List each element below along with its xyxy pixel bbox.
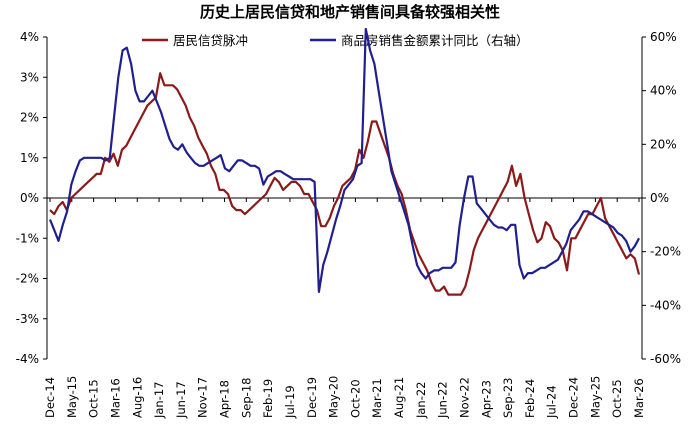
x-tick-label: Oct-20 (348, 379, 362, 418)
x-tick-label: Jun-17 (174, 381, 188, 419)
right-axis-ticks: -60% -40% -20% 0% 20% 40% 60% (642, 30, 681, 366)
x-tick-label: Feb-19 (261, 379, 275, 418)
legend: 居民信贷脉冲 商品房销售金额累计同比（右轴） (142, 33, 529, 48)
series-lines (48, 27, 641, 296)
x-tick-label: Jul-19 (283, 385, 297, 419)
x-tick-label: May-20 (327, 376, 341, 418)
right-tick-label: 20% (650, 137, 677, 151)
x-tick-label: Oct-15 (87, 379, 101, 418)
x-tick-label: Aug-16 (130, 377, 144, 418)
x-tick-label: Dec-24 (567, 377, 581, 418)
right-tick-label: 60% (650, 30, 677, 44)
x-tick-label: Sep-18 (239, 378, 253, 418)
legend-label-series-2: 商品房销售金额累计同比（右轴） (341, 33, 529, 48)
x-tick-label: Apr-23 (479, 380, 493, 418)
left-tick-label: -1% (16, 231, 39, 245)
left-tick-label: -2% (16, 272, 39, 286)
x-tick-label: Jan-22 (414, 381, 428, 419)
left-tick-label: 2% (20, 111, 39, 125)
left-tick-label: 3% (20, 70, 39, 84)
x-tick-label: Nov-22 (457, 377, 471, 418)
left-tick-label: -4% (16, 352, 39, 366)
x-tick-label: Jul-24 (545, 385, 559, 419)
right-tick-label: 0% (650, 191, 669, 205)
right-tick-label: -20% (650, 245, 681, 259)
x-tick-label: Dec-14 (43, 377, 57, 418)
left-tick-label: 4% (20, 30, 39, 44)
right-tick-label: -40% (650, 298, 681, 312)
axes (46, 37, 643, 359)
x-tick-label: Sep-23 (501, 378, 515, 418)
series-line-1 (49, 72, 641, 296)
x-axis-ticks: Dec-14 May-15 Oct-15 Mar-16 Aug-16 Jan-17 Jun-… (43, 198, 646, 419)
right-tick-label: 40% (650, 84, 677, 98)
x-tick-label: Nov-17 (196, 377, 210, 418)
x-tick-label: Feb-24 (523, 379, 537, 418)
x-tick-label: Jun-22 (436, 381, 450, 419)
left-tick-label: -3% (16, 312, 39, 326)
x-tick-label: Jan-17 (152, 381, 166, 419)
x-tick-label: May-15 (65, 376, 79, 418)
x-tick-label: Mar-21 (370, 378, 384, 418)
x-tick-label: Mar-26 (632, 378, 646, 418)
x-tick-label: Aug-21 (392, 377, 406, 418)
x-tick-label: Apr-18 (218, 380, 232, 418)
x-tick-label: May-25 (588, 376, 602, 418)
series-line-2 (48, 27, 640, 293)
x-tick-label: Mar-16 (108, 378, 122, 418)
left-tick-label: 1% (20, 151, 39, 165)
chart-title: 历史上居民信贷和地产销售间具备较强相关性 (200, 3, 500, 21)
left-tick-label: 0% (20, 191, 39, 205)
right-tick-label: -60% (650, 352, 681, 366)
x-tick-label: Dec-19 (305, 377, 319, 418)
legend-label-series-1: 居民信贷脉冲 (173, 33, 248, 48)
x-tick-label: Oct-25 (610, 379, 624, 418)
left-axis-ticks: -4% -3% -2% -1% 0% 1% 2% 3% 4% (16, 30, 47, 366)
